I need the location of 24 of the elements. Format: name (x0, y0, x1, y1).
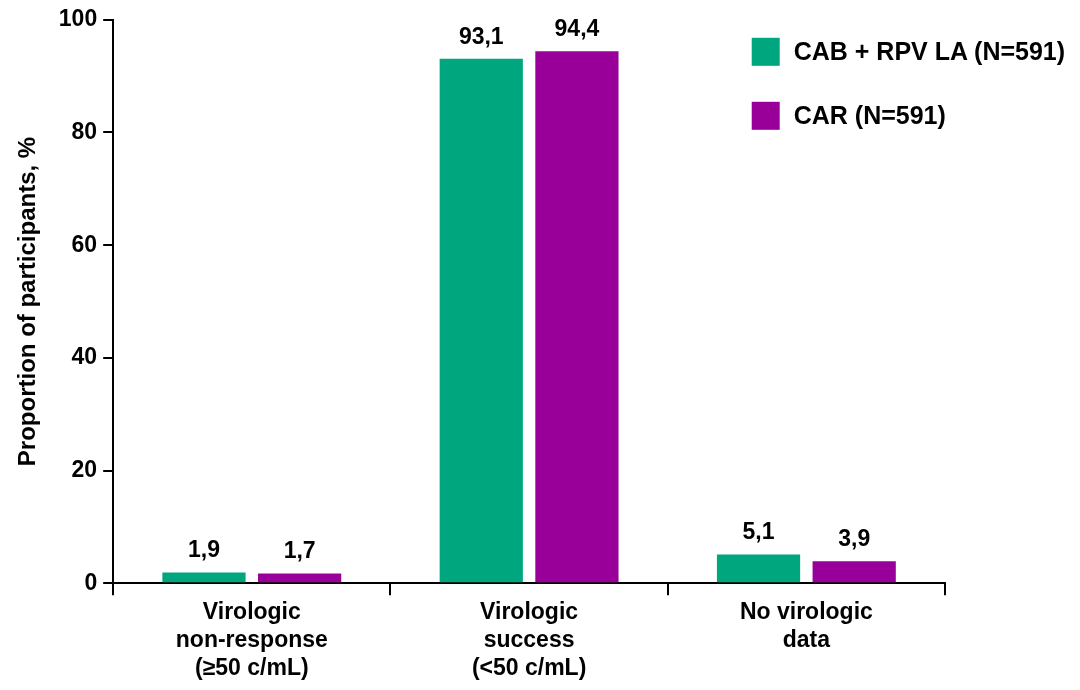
data-label: 1,9 (187, 536, 220, 563)
data-label: 94,4 (554, 15, 600, 42)
y-tick-label: 60 (71, 230, 98, 257)
bar (535, 51, 619, 583)
x-tick-label: Virologic success (<50 c/mL) (471, 598, 587, 680)
x-tick-label: No virologic data (739, 598, 874, 652)
y-tick-label: 20 (71, 455, 98, 482)
data-label: 5,1 (742, 518, 775, 545)
bar (812, 561, 896, 583)
data-label: 3,9 (838, 525, 871, 552)
y-tick-label: 80 (71, 117, 98, 144)
legend-label: CAR (N=591) (793, 100, 946, 129)
y-axis-title: Proportion of participants, % (13, 136, 41, 467)
bar (716, 554, 801, 583)
legend-label: CAB + RPV LA (N=591) (793, 36, 1066, 65)
data-label: 93,1 (458, 22, 504, 49)
y-tick-label: 0 (84, 568, 98, 595)
bar (439, 58, 523, 583)
y-tick-label: 100 (58, 5, 98, 32)
y-tick-label: 40 (71, 343, 98, 370)
bar (258, 573, 342, 583)
x-tick-label: Virologic non-response (≥50 c/mL) (175, 598, 328, 680)
bar (162, 572, 246, 583)
data-label: 1,7 (283, 537, 316, 564)
